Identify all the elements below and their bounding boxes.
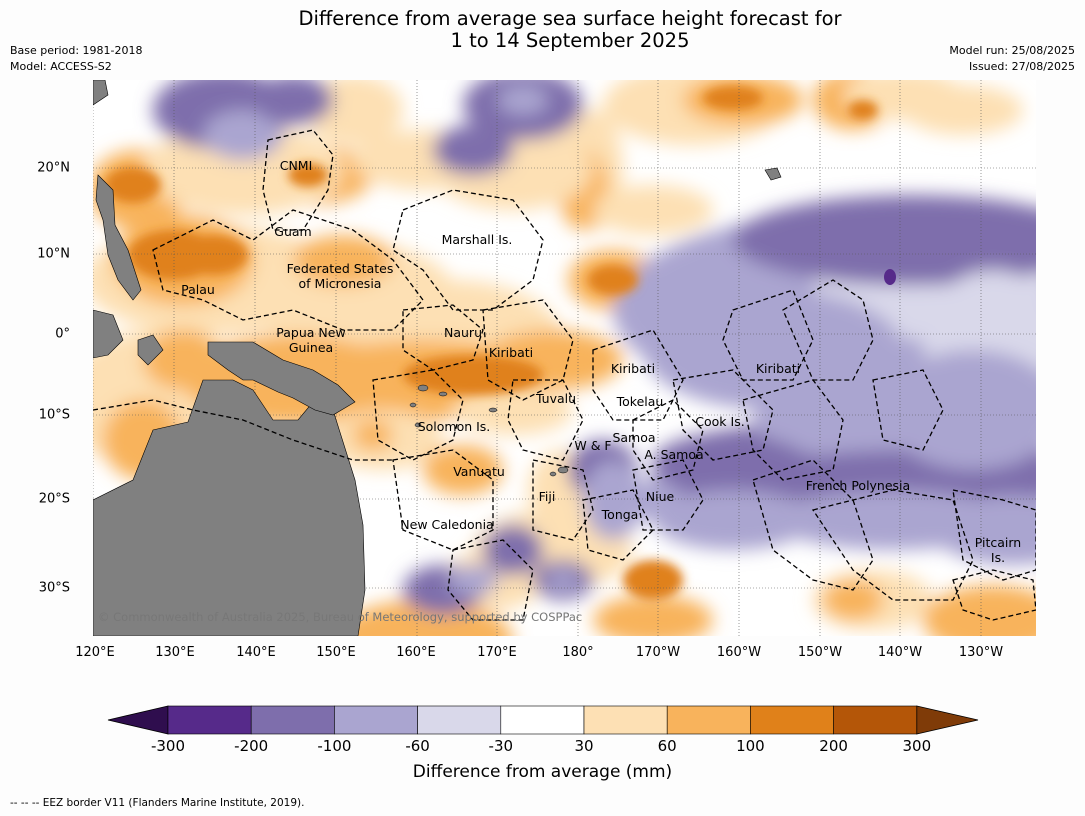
colorbar-segment: [250, 705, 335, 735]
land-shape: [93, 379, 366, 636]
place-label-fsm1: Federated States: [287, 261, 394, 276]
place-label-pitcairn1: Pitcairn: [975, 535, 1021, 550]
place-label-solomon: Solomon Is.: [418, 419, 491, 434]
anomaly-field: [93, 80, 1036, 636]
title-line-1: Difference from average sea surface heig…: [298, 7, 842, 30]
colorbar-tick-label: -300: [150, 737, 186, 755]
colorbar-tick-label: -30: [488, 737, 514, 755]
chart-title: Difference from average sea surface heig…: [0, 8, 1085, 52]
y-tick-label: 0°: [55, 326, 70, 342]
x-tick-label: 170°E: [477, 645, 517, 660]
x-tick-label: 150°E: [316, 645, 356, 660]
colorbar-tick-label: 200: [819, 737, 848, 755]
model-run: Model run: 25/08/2025: [949, 44, 1075, 57]
colorbar-tick-label: -100: [317, 737, 352, 755]
place-label-cook: Cook Is.: [695, 414, 744, 429]
place-label-pitcairn2: Is.: [991, 550, 1005, 565]
x-tick-label: 150°W: [797, 645, 843, 660]
place-label-asamoa: A. Samoa: [644, 447, 703, 462]
colorbar-tick-label: 30: [574, 737, 594, 755]
land-shape: [137, 334, 164, 366]
y-tick-label: 20°S: [38, 491, 70, 507]
colorbar-segment: [833, 705, 918, 735]
colorbar-segment: [500, 705, 585, 735]
place-label-palau: Palau: [181, 282, 215, 297]
x-tick-label: 160°E: [396, 645, 436, 660]
place-label-png1: Papua New: [276, 325, 345, 340]
place-label-wf: W & F: [574, 438, 611, 453]
eez-footnote: -- -- -- EEZ border V11 (Flanders Marine…: [10, 797, 305, 809]
y-tick-label: 10°S: [38, 407, 70, 423]
place-label-fiji: Fiji: [539, 489, 556, 504]
x-tick-label: 140°E: [236, 645, 276, 660]
land-shape: [95, 174, 142, 301]
colorbar-title: Difference from average (mm): [412, 762, 673, 782]
colorbar-segment: [583, 705, 668, 735]
place-label-fsm2: of Micronesia: [299, 276, 382, 291]
land-shape: [93, 309, 124, 359]
place-label-frpoly: French Polynesia: [806, 478, 910, 493]
model-name: Model: ACCESS-S2: [10, 60, 112, 73]
map-panel: CNMI Guam Marshall Is. Federated States of M…: [93, 80, 1036, 636]
colorbar-tick-label: -200: [234, 737, 269, 755]
land-shape: [93, 80, 109, 106]
colorbar-tick-label: 100: [736, 737, 765, 755]
place-label-tuvalu: Tuvalu: [535, 391, 576, 406]
y-tick-label: 20°N: [37, 160, 70, 176]
colorbar-tick-label: -60: [405, 737, 430, 755]
place-label-kiribati-e: Kiribati: [756, 361, 800, 376]
x-tick-label: 160°W: [716, 645, 762, 660]
x-tick-label: 180°: [562, 645, 594, 660]
place-label-newcal: New Caledonia: [400, 517, 493, 532]
place-label-png2: Guinea: [289, 340, 333, 355]
colorbar-segment: [417, 705, 502, 735]
issued-date: Issued: 27/08/2025: [968, 60, 1075, 73]
title-line-2: 1 to 14 September 2025: [450, 29, 690, 52]
eez-borders: [93, 129, 1036, 621]
place-label-marshall: Marshall Is.: [442, 232, 513, 247]
place-label-nauru: Nauru: [444, 325, 482, 340]
colorbar-tick-label: 60: [657, 737, 677, 755]
colorbar: [107, 705, 979, 735]
colorbar-over-arrow: [916, 705, 979, 735]
place-label-kiribati-c: Kiribati: [489, 345, 533, 360]
land-shape: [207, 341, 356, 416]
graticule: [93, 80, 1036, 636]
y-tick-label: 10°N: [37, 246, 70, 262]
meta-left: Base period: 1981-2018 Model: ACCESS-S2: [10, 43, 142, 75]
place-label-samoa: Samoa: [612, 430, 655, 445]
place-label-cnmi: CNMI: [280, 158, 313, 173]
copyright-text: © Commonwealth of Australia 2025, Bureau…: [98, 610, 582, 624]
x-tick-label: 130°W: [958, 645, 1004, 660]
place-label-tokelau: Tokelau: [616, 394, 664, 409]
land-shape: [764, 167, 782, 181]
place-label-niue: Niue: [646, 489, 675, 504]
colorbar-segment: [666, 705, 751, 735]
land-masses: [93, 80, 782, 636]
place-label-kiribati-w: Kiribati: [611, 361, 655, 376]
colorbar-segment: [167, 705, 252, 735]
base-period: Base period: 1981-2018: [10, 44, 143, 57]
x-tick-label: 120°E: [75, 645, 115, 660]
colorbar-tick-label: 300: [902, 737, 932, 755]
place-label-guam: Guam: [274, 224, 311, 239]
colorbar-under-arrow: [107, 705, 169, 735]
colorbar-segment: [750, 705, 834, 735]
x-tick-label: 130°E: [155, 645, 195, 660]
x-tick-label: 140°W: [877, 645, 923, 660]
meta-right: Model run: 25/08/2025 Issued: 27/08/2025: [949, 43, 1075, 75]
x-tick-label: 170°W: [635, 645, 681, 660]
place-label-vanuatu: Vanuatu: [453, 464, 505, 479]
y-tick-label: 30°S: [38, 580, 70, 596]
colorbar-segment: [334, 705, 418, 735]
place-label-tonga: Tonga: [601, 507, 639, 522]
